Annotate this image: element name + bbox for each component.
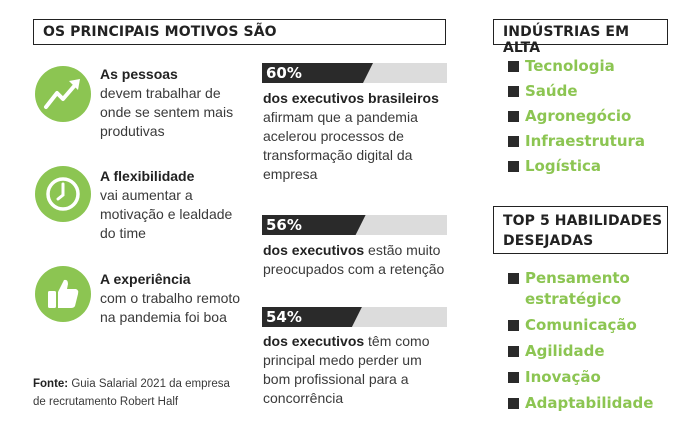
industry-label: Logística <box>525 157 601 175</box>
stat-1-desc: afirmam que a pandemia acelerou processo… <box>263 109 418 182</box>
skill-label: Agilidade <box>525 342 605 360</box>
reason-2-text: vai aumentar a motivação e lealdade do t… <box>100 187 233 241</box>
industry-label: Tecnologia <box>525 57 615 75</box>
stat-3-text: dos executivos têm como principal medo p… <box>263 332 448 408</box>
stat-1-bold: dos executivos brasileiros <box>263 90 439 106</box>
stat-2-percent: 56% <box>266 216 302 234</box>
skill-label: Adaptabilidade <box>525 394 654 412</box>
skills-title: TOP 5 HABILIDADES DESEJADAS <box>493 206 668 254</box>
reason-3-title: A experiência <box>100 271 191 287</box>
bullet-square-icon <box>508 86 519 97</box>
list-item: Infraestrutura <box>508 132 645 157</box>
thumbs-up-icon <box>35 266 91 322</box>
stat-1-bar-fill <box>262 63 373 83</box>
skill-label: Inovação <box>525 368 601 386</box>
bullet-square-icon <box>508 372 519 383</box>
source-label: Fonte: <box>33 378 69 390</box>
reason-3-text: com o trabalho remoto na pandemia foi bo… <box>100 290 241 325</box>
bullet-square-icon <box>508 136 519 147</box>
main-title: OS PRINCIPAIS MOTIVOS SÃO <box>33 19 446 45</box>
bullet-square-icon <box>508 161 519 172</box>
stat-2-bold: dos executivos <box>263 242 365 258</box>
industry-label: Infraestrutura <box>525 132 646 150</box>
industry-label: Agronegócio <box>525 107 632 125</box>
reason-1-text: devem trabalhar de onde se sentem mais p… <box>100 85 234 139</box>
clock-icon <box>35 166 91 222</box>
list-item: Tecnologia <box>508 57 645 82</box>
source-text: Guia Salarial 2021 da empresa de recruta… <box>33 378 230 408</box>
list-item: Comunicação <box>508 315 678 336</box>
stat-2-text: dos executivos estão muito preocupados c… <box>263 241 448 279</box>
bullet-square-icon <box>508 273 519 284</box>
list-item: Adaptabilidade <box>508 393 678 414</box>
stat-2-bar: 56% <box>262 215 447 235</box>
list-item: Logística <box>508 157 645 182</box>
list-item: Saúde <box>508 82 645 107</box>
reason-1: As pessoas devem trabalhar de onde se se… <box>100 65 250 141</box>
reason-3: A experiência com o trabalho remoto na p… <box>100 270 250 327</box>
stat-2-bar-fill <box>262 215 366 235</box>
bullet-square-icon <box>508 398 519 409</box>
stat-3-bar-fill <box>262 307 362 327</box>
industry-label: Saúde <box>525 82 578 100</box>
growth-chart-icon <box>35 66 91 122</box>
stat-3-bar: 54% <box>262 307 447 327</box>
stat-3-desc: têm como principal medo perder um bom pr… <box>263 333 430 406</box>
stat-3-bold: dos executivos <box>263 333 365 349</box>
stat-2-desc: estão muito preocupados com a retenção <box>263 242 445 277</box>
skills-list: Pensamento estratégico Comunicação Agili… <box>508 268 678 419</box>
reason-2-title: A flexibilidade <box>100 168 195 184</box>
bullet-square-icon <box>508 61 519 72</box>
skill-label: Comunicação <box>525 316 637 334</box>
bullet-square-icon <box>508 320 519 331</box>
stat-1-bar: 60% <box>262 63 447 83</box>
bullet-square-icon <box>508 346 519 357</box>
stat-3-percent: 54% <box>266 308 302 326</box>
list-item: Inovação <box>508 367 678 388</box>
bullet-square-icon <box>508 111 519 122</box>
industries-title: INDÚSTRIAS EM ALTA <box>493 19 668 56</box>
list-item: Pensamento estratégico <box>508 268 678 310</box>
stat-1-text: dos executivos brasileiros afirmam que a… <box>263 89 448 184</box>
stat-1-percent: 60% <box>266 64 302 82</box>
reason-2: A flexibilidade vai aumentar a motivação… <box>100 167 250 243</box>
source-note: Fonte: Guia Salarial 2021 da empresa de … <box>33 375 233 411</box>
industries-list: Tecnologia Saúde Agronegócio Infraestrut… <box>508 57 645 182</box>
list-item: Agilidade <box>508 341 678 362</box>
skill-label: Pensamento estratégico <box>525 269 630 308</box>
reason-1-title: As pessoas <box>100 66 178 82</box>
list-item: Agronegócio <box>508 107 645 132</box>
